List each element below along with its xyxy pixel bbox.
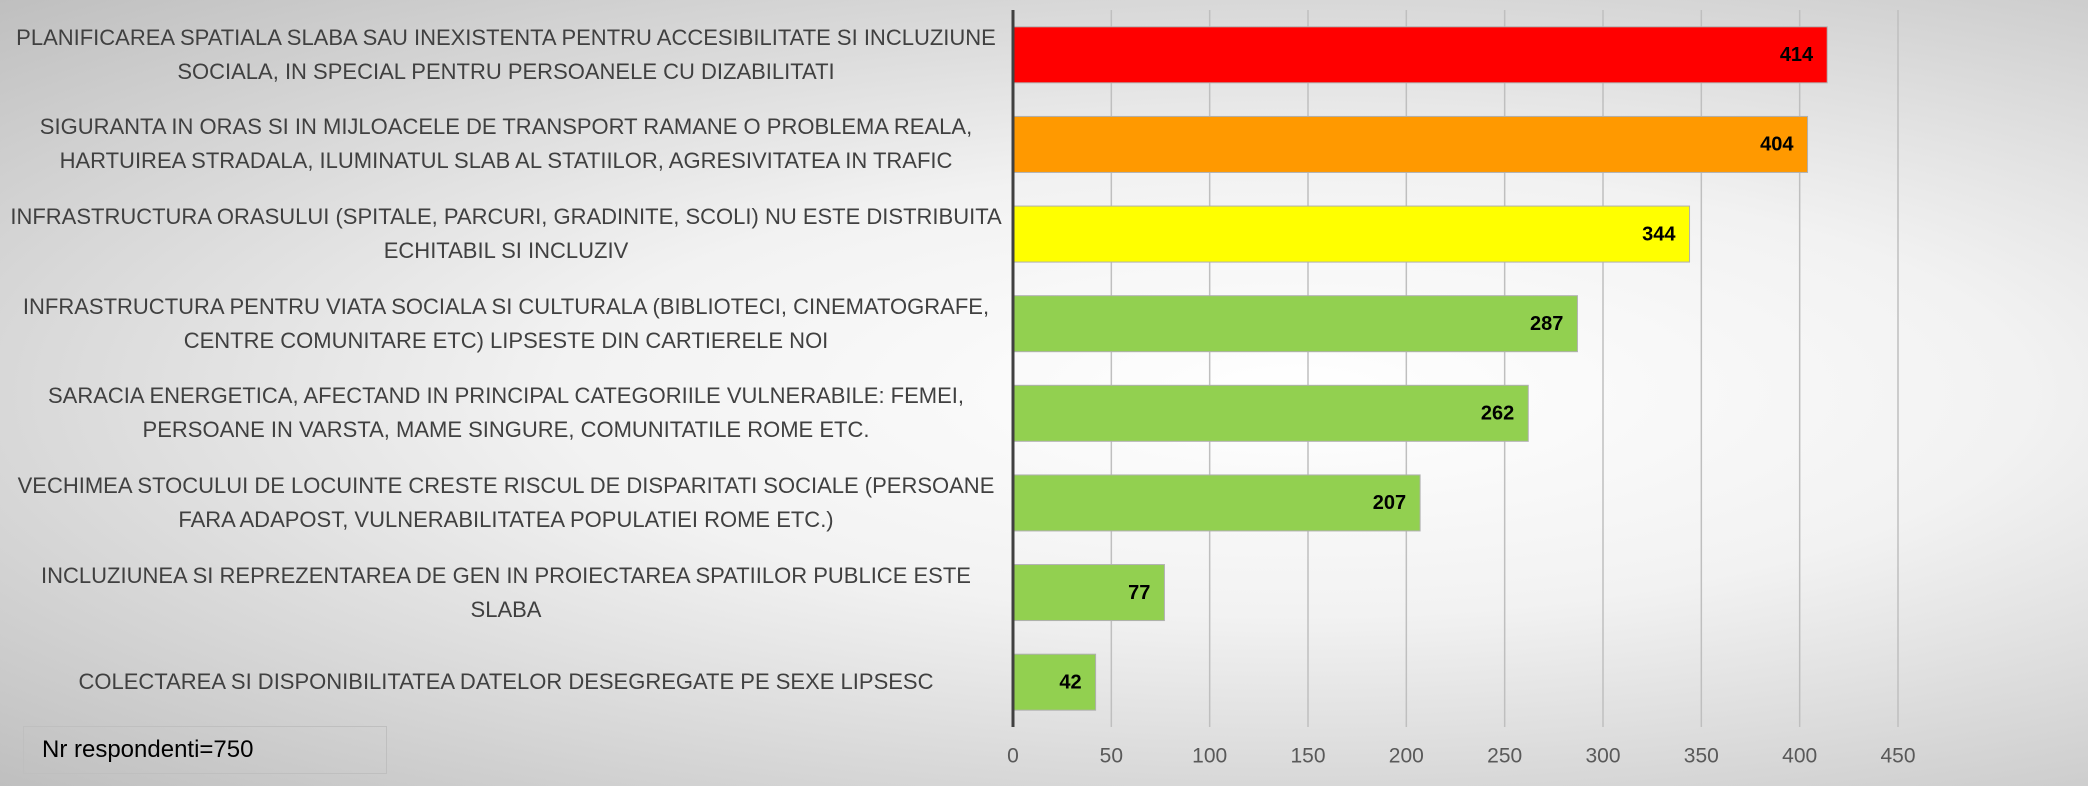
x-tick-label: 250 [1487, 745, 1522, 768]
x-tick-label: 150 [1290, 745, 1325, 768]
bar [1012, 26, 1828, 84]
value-label: 414 [1780, 44, 1814, 66]
y-tick-label: COLECTAREA SI DISPONIBILITATEA DATELOR D… [78, 669, 934, 695]
bar [1012, 295, 1578, 353]
y-tick-label: INFRASTRUCTURA PENTRU VIATA SOCIALA SI C… [22, 293, 990, 353]
x-tick-label: 100 [1192, 745, 1227, 768]
bar [1012, 474, 1421, 532]
x-tick-label: 300 [1585, 745, 1620, 768]
bar [1012, 564, 1165, 622]
y-tick-label: INCLUZIUNEA SI REPREZENTAREA DE GEN IN P… [41, 562, 971, 622]
y-tick-label: INFRASTRUCTURA ORASULUI (SPITALE, PARCUR… [10, 204, 1002, 264]
bar [1012, 653, 1097, 711]
x-tick-label: 400 [1782, 745, 1817, 768]
x-tick-label: 50 [1100, 745, 1123, 768]
x-tick-label: 450 [1880, 745, 1915, 768]
value-label: 404 [1760, 134, 1794, 156]
bar [1012, 115, 1809, 173]
y-tick-label: SIGURANTA IN ORAS SI IN MIJLOACELE DE TR… [39, 114, 973, 174]
y-tick-label: SARACIA ENERGETICA, AFECTAND IN PRINCIPA… [47, 383, 965, 443]
y-tick-label: VECHIMEA STOCULUI DE LOCUINTE CRESTE RIS… [17, 472, 995, 532]
y-tick-label: PLANIFICAREA SPATIALA SLABA SAU INEXISTE… [16, 24, 996, 84]
x-tick-label: 200 [1389, 745, 1424, 768]
value-label: 207 [1373, 492, 1406, 514]
x-tick-label: 0 [1007, 745, 1019, 768]
value-label: 42 [1059, 671, 1081, 693]
bar [1012, 205, 1691, 263]
annotation: Nr respondenti=750 [23, 726, 387, 774]
bar [1012, 384, 1529, 442]
value-label: 344 [1642, 223, 1676, 245]
value-label: 77 [1128, 582, 1150, 604]
value-label: 262 [1481, 403, 1514, 425]
value-label: 287 [1530, 313, 1563, 335]
x-tick-label: 350 [1684, 745, 1719, 768]
